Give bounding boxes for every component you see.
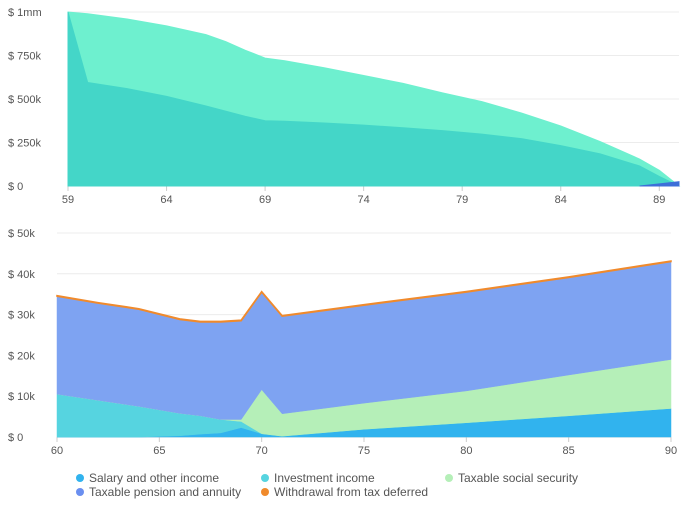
y-tick-label: $ 750k: [8, 51, 42, 63]
legend-item-investment[interactable]: Investment income: [261, 471, 375, 485]
x-tick-label: 70: [256, 445, 268, 457]
x-tick-label: 64: [160, 194, 172, 206]
chart-legend: Salary and other income Investment incom…: [76, 471, 676, 507]
x-tick-label: 65: [153, 445, 165, 457]
x-tick-label: 60: [51, 445, 63, 457]
balance-area-small: [639, 181, 680, 187]
balance-area-inner: [67, 11, 680, 187]
x-tick-label: 75: [358, 445, 370, 457]
legend-dot-investment: [261, 474, 269, 482]
legend-dot-salary: [76, 474, 84, 482]
legend-item-tax-deferred[interactable]: Withdrawal from tax deferred: [261, 485, 428, 499]
legend-dot-tax-deferred: [261, 488, 269, 496]
legend-item-salary[interactable]: Salary and other income: [76, 471, 219, 485]
legend-label-social-security: Taxable social security: [458, 471, 579, 485]
legend-dot-pension: [76, 488, 84, 496]
income-stacked-area-chart: $ 0 $ 10k $ 20k $ 30k $ 40k $ 50k 60 65 70 75 80 85…: [8, 228, 677, 457]
x-tick-label: 90: [665, 445, 677, 457]
y-tick-label: $ 1mm: [8, 7, 42, 19]
x-tick-label: 85: [563, 445, 575, 457]
x-tick-label: 89: [653, 194, 665, 206]
x-tick-label: 80: [460, 445, 472, 457]
balance-area-chart: $ 0 $ 250k $ 500k $ 750k $ 1mm 59 64 69 74 79 84 89: [8, 7, 681, 206]
y-tick-label: $ 40k: [8, 269, 35, 281]
x-tick-label: 79: [456, 194, 468, 206]
y-tick-label: $ 0: [8, 432, 23, 444]
y-tick-label: $ 10k: [8, 391, 35, 403]
legend-label-salary: Salary and other income: [89, 471, 220, 485]
legend-item-social-security[interactable]: Taxable social security: [445, 471, 578, 485]
x-tick-label: 59: [62, 194, 74, 206]
y-tick-label: $ 50k: [8, 228, 35, 240]
y-tick-label: $ 30k: [8, 310, 35, 322]
legend-label-pension: Taxable pension and annuity: [89, 485, 242, 499]
legend-dot-social-security: [445, 474, 453, 482]
area-tax-deferred: [56, 260, 672, 323]
legend-label-investment: Investment income: [274, 471, 375, 485]
x-tick-label: 84: [555, 194, 567, 206]
x-tick-label: 69: [259, 194, 271, 206]
y-tick-label: $ 0: [8, 181, 23, 193]
legend-label-tax-deferred: Withdrawal from tax deferred: [274, 485, 429, 499]
x-tick-label: 74: [358, 194, 370, 206]
y-tick-label: $ 20k: [8, 350, 35, 362]
legend-item-pension[interactable]: Taxable pension and annuity: [76, 485, 241, 499]
y-tick-label: $ 250k: [8, 138, 42, 150]
y-tick-label: $ 500k: [8, 94, 42, 106]
